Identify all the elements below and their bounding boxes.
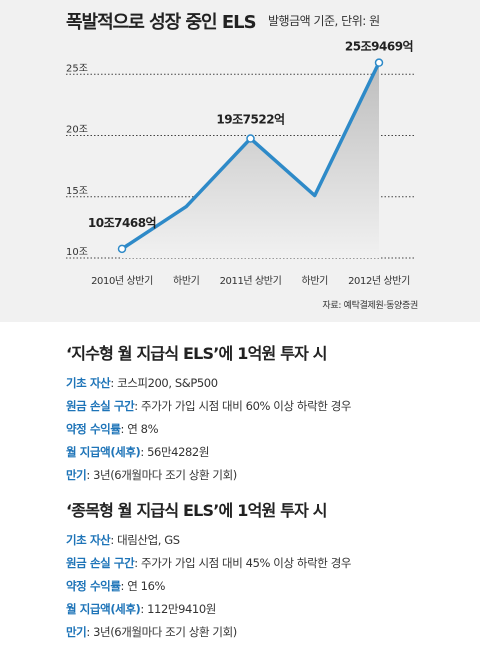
chart-title: 폭발적으로 성장 중인 ELS	[66, 12, 257, 33]
info-value: 주가가 가입 시점 대비 45% 이상 하락한 경우	[141, 556, 352, 570]
info-row-return-rate: 약정 수익률: 연 16%	[66, 579, 166, 593]
x-tick-label: 2011년 상반기	[220, 275, 282, 287]
line-area-chart: 10조 15조 20조 25조 10조7468억 19조7522억 25조9469억 2010…	[66, 40, 415, 287]
section-title: ‘지수형 월 지급식 ELS’에 1억원 투자 시	[66, 344, 328, 363]
y-tick-label: 15조	[66, 186, 88, 197]
info-section-stock: ‘종목형 월 지급식 ELS’에 1억원 투자 시 기초 자산: 대림산업, G…	[66, 497, 466, 644]
data-label: 25조9469억	[345, 40, 413, 54]
chart-panel: 폭발적으로 성장 중인 ELS 발행금액 기준, 단위: 원 10조 15조 20조…	[0, 0, 480, 322]
info-row-maturity: 만기: 3년(6개월마다 조기 상환 기회)	[66, 625, 237, 639]
data-point-marker	[374, 58, 384, 67]
data-label: 10조7468억	[88, 216, 156, 230]
info-label: 만기	[66, 625, 87, 639]
info-row-base-asset: 기초 자산: 코스피200, S&P500	[66, 376, 218, 390]
info-label: 월 지급액(세후)	[66, 602, 141, 616]
data-label: 19조7522억	[216, 113, 284, 127]
info-value: 대림산업, GS	[117, 533, 180, 547]
y-tick-label: 25조	[66, 63, 88, 74]
info-row-return-rate: 약정 수익률: 연 8%	[66, 422, 159, 436]
info-value: 3년(6개월마다 조기 상환 기회)	[93, 468, 237, 482]
info-value: 연 16%	[127, 579, 166, 593]
info-value: 56만4282원	[147, 445, 210, 459]
info-label: 원금 손실 구간	[66, 556, 135, 570]
y-tick-label: 10조	[66, 247, 88, 258]
section-title: ‘종목형 월 지급식 ELS’에 1억원 투자 시	[66, 501, 328, 520]
info-label: 원금 손실 구간	[66, 399, 135, 413]
x-tick-label: 하반기	[173, 274, 199, 287]
info-label: 월 지급액(세후)	[66, 445, 141, 459]
y-tick-label: 20조	[66, 125, 88, 136]
info-label: 기초 자산	[66, 533, 111, 547]
area-fill	[122, 62, 379, 258]
info-value: 코스피200, S&P500	[117, 376, 218, 390]
info-section-index: ‘지수형 월 지급식 ELS’에 1억원 투자 시 기초 자산: 코스피200,…	[66, 340, 466, 487]
info-row-base-asset: 기초 자산: 대림산업, GS	[66, 533, 180, 547]
info-value: 주가가 가입 시점 대비 60% 이상 하락한 경우	[141, 399, 352, 413]
info-row-loss-range: 원금 손실 구간: 주가가 가입 시점 대비 45% 이상 하락한 경우	[66, 556, 352, 570]
info-value: 112만9410원	[147, 602, 216, 616]
info-row-loss-range: 원금 손실 구간: 주가가 가입 시점 대비 60% 이상 하락한 경우	[66, 399, 352, 413]
info-label: 약정 수익률	[66, 579, 121, 593]
info-label: 기초 자산	[66, 376, 111, 390]
x-tick-label: 2012년 상반기	[348, 275, 410, 287]
info-row-maturity: 만기: 3년(6개월마다 조기 상환 기회)	[66, 468, 237, 482]
info-label: 약정 수익률	[66, 422, 121, 436]
info-value: 3년(6개월마다 조기 상환 기회)	[93, 625, 237, 639]
info-row-monthly-payment: 월 지급액(세후): 112만9410원	[66, 602, 216, 616]
chart-source: 자료: 예탁결제원·동양증권	[322, 301, 418, 311]
x-tick-label: 하반기	[302, 274, 328, 287]
info-row-monthly-payment: 월 지급액(세후): 56만4282원	[66, 445, 210, 459]
data-point-marker	[117, 244, 127, 254]
info-value: 연 8%	[127, 422, 159, 436]
x-tick-label: 2010년 상반기	[91, 275, 153, 287]
data-point-marker	[246, 134, 255, 143]
chart-subtitle: 발행금액 기준, 단위: 원	[268, 14, 380, 28]
info-label: 만기	[66, 468, 87, 482]
